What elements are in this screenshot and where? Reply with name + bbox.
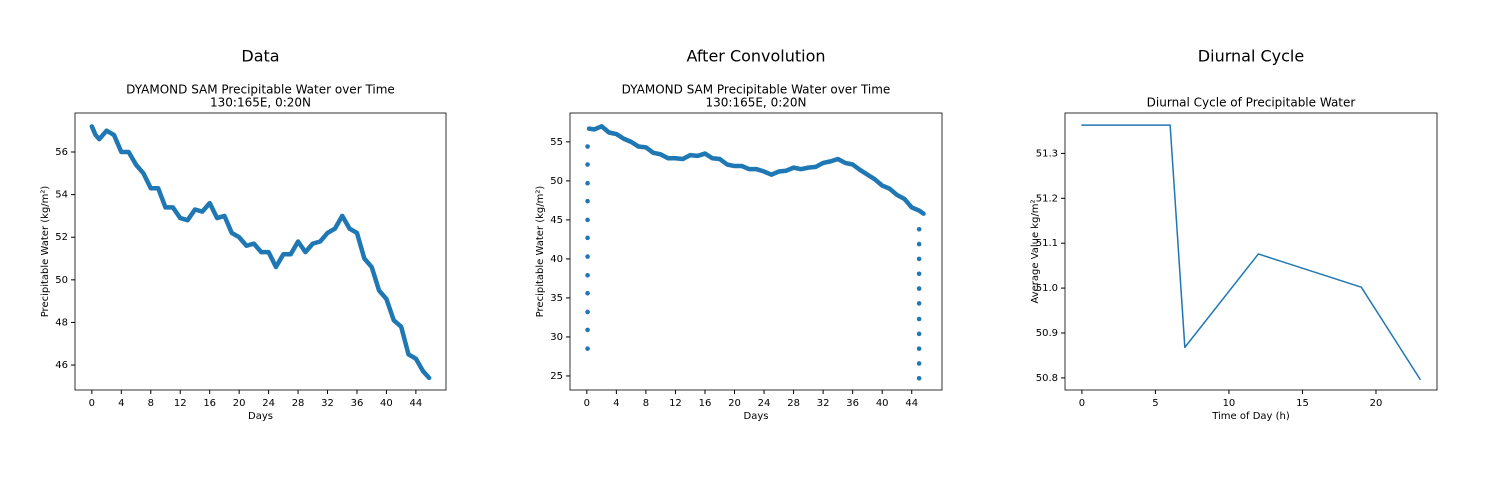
- y-tick-label: 51.3: [1036, 148, 1058, 159]
- y-tick-label: 45: [550, 215, 563, 226]
- y-tick-label: 50: [550, 176, 563, 187]
- x-tick-label: 20: [233, 398, 246, 409]
- y-axis-label: Precipitable Water (kg/m²): [40, 186, 51, 318]
- y-tick-label: 50.8: [1036, 373, 1058, 384]
- x-axis-label: Days: [744, 411, 769, 422]
- y-tick-label: 48: [55, 317, 68, 328]
- x-axis-label: Time of Day (h): [1211, 411, 1290, 422]
- y-tick-label: 25: [550, 371, 563, 382]
- y-tick-label: 51.1: [1036, 238, 1058, 249]
- chart-title: DYAMOND SAM Precipitable Water over Time: [126, 83, 395, 97]
- data-point: [916, 241, 922, 247]
- x-tick-label: 36: [351, 398, 364, 409]
- x-tick-label: 12: [174, 398, 187, 409]
- y-tick-label: 51.0: [1036, 283, 1058, 294]
- y-axis-label: Precipitable Water (kg/m²): [535, 186, 546, 318]
- x-tick-label: 16: [203, 398, 216, 409]
- data-point: [916, 226, 922, 232]
- data-point: [916, 256, 922, 262]
- x-tick-label: 4: [613, 398, 619, 409]
- data-point: [916, 316, 922, 322]
- chart-subtitle: 130:165E, 0:20N: [706, 96, 807, 110]
- x-tick-label: 0: [89, 398, 95, 409]
- data-point: [585, 327, 590, 333]
- data-point: [585, 144, 590, 149]
- x-tick-label: 24: [262, 398, 275, 409]
- data-point: [585, 346, 590, 351]
- x-tick-label: 40: [876, 398, 889, 409]
- x-tick-label: 10: [1223, 398, 1236, 409]
- data-point: [916, 301, 922, 306]
- x-tick-label: 0: [584, 398, 590, 409]
- x-tick-label: 28: [787, 398, 800, 409]
- data-point: [916, 375, 922, 381]
- x-tick-label: 5: [1152, 398, 1158, 409]
- data-point: [585, 254, 590, 259]
- figure-title: Data: [241, 47, 279, 66]
- x-tick-label: 20: [728, 398, 741, 409]
- y-tick-label: 50.9: [1036, 328, 1058, 339]
- y-tick-label: 56: [55, 147, 68, 158]
- data-point: [916, 346, 922, 351]
- data-point: [585, 235, 590, 241]
- x-tick-label: 40: [380, 398, 393, 409]
- y-tick-label: 52: [55, 232, 68, 243]
- y-tick-label: 51.2: [1036, 193, 1058, 204]
- x-tick-label: 12: [669, 398, 682, 409]
- data-point: [585, 180, 590, 186]
- y-tick-label: 46: [55, 360, 68, 371]
- x-tick-label: 15: [1296, 398, 1309, 409]
- figure-title: After Convolution: [686, 47, 825, 66]
- x-tick-label: 4: [118, 398, 124, 409]
- x-tick-label: 36: [846, 398, 859, 409]
- plot-frame: [1064, 112, 1438, 391]
- data-line: [89, 124, 432, 381]
- x-tick-label: 8: [643, 398, 649, 409]
- x-tick-label: 0: [1079, 398, 1085, 409]
- x-tick-label: 44: [410, 398, 423, 409]
- data-point: [916, 271, 922, 277]
- x-tick-label: 16: [699, 398, 712, 409]
- x-tick-label: 32: [321, 398, 334, 409]
- x-tick-label: 24: [758, 398, 771, 409]
- y-tick-label: 40: [550, 254, 563, 265]
- data-point: [585, 290, 590, 296]
- x-tick-label: 28: [292, 398, 305, 409]
- data-point: [585, 198, 590, 204]
- data-point: [585, 162, 590, 167]
- y-tick-label: 50: [55, 275, 68, 286]
- y-tick-label: 55: [550, 137, 563, 148]
- plot-frame: [569, 112, 943, 391]
- chart-subtitle: 130:165E, 0:20N: [210, 96, 311, 110]
- chart-title: DYAMOND SAM Precipitable Water over Time: [622, 83, 891, 97]
- y-tick-label: 54: [55, 190, 68, 201]
- x-tick-label: 20: [1370, 398, 1383, 409]
- data-point: [585, 217, 590, 223]
- data-point: [585, 272, 590, 278]
- data-point: [916, 331, 922, 337]
- x-tick-label: 32: [817, 398, 830, 409]
- data-line: [586, 124, 926, 216]
- chart-title: Diurnal Cycle of Precipitable Water: [1147, 96, 1356, 110]
- data-point: [916, 286, 922, 291]
- data-point: [585, 309, 590, 315]
- y-tick-label: 35: [550, 293, 563, 304]
- data-line: [1081, 124, 1421, 380]
- data-point: [916, 361, 922, 366]
- x-tick-label: 44: [905, 398, 918, 409]
- plot-frame: [74, 112, 447, 391]
- x-tick-label: 8: [148, 398, 154, 409]
- figure-title: Diurnal Cycle: [1198, 47, 1304, 66]
- x-axis-label: Days: [248, 411, 273, 422]
- y-tick-label: 30: [550, 332, 563, 343]
- y-axis-label: Average Value kg/m²: [1030, 199, 1041, 303]
